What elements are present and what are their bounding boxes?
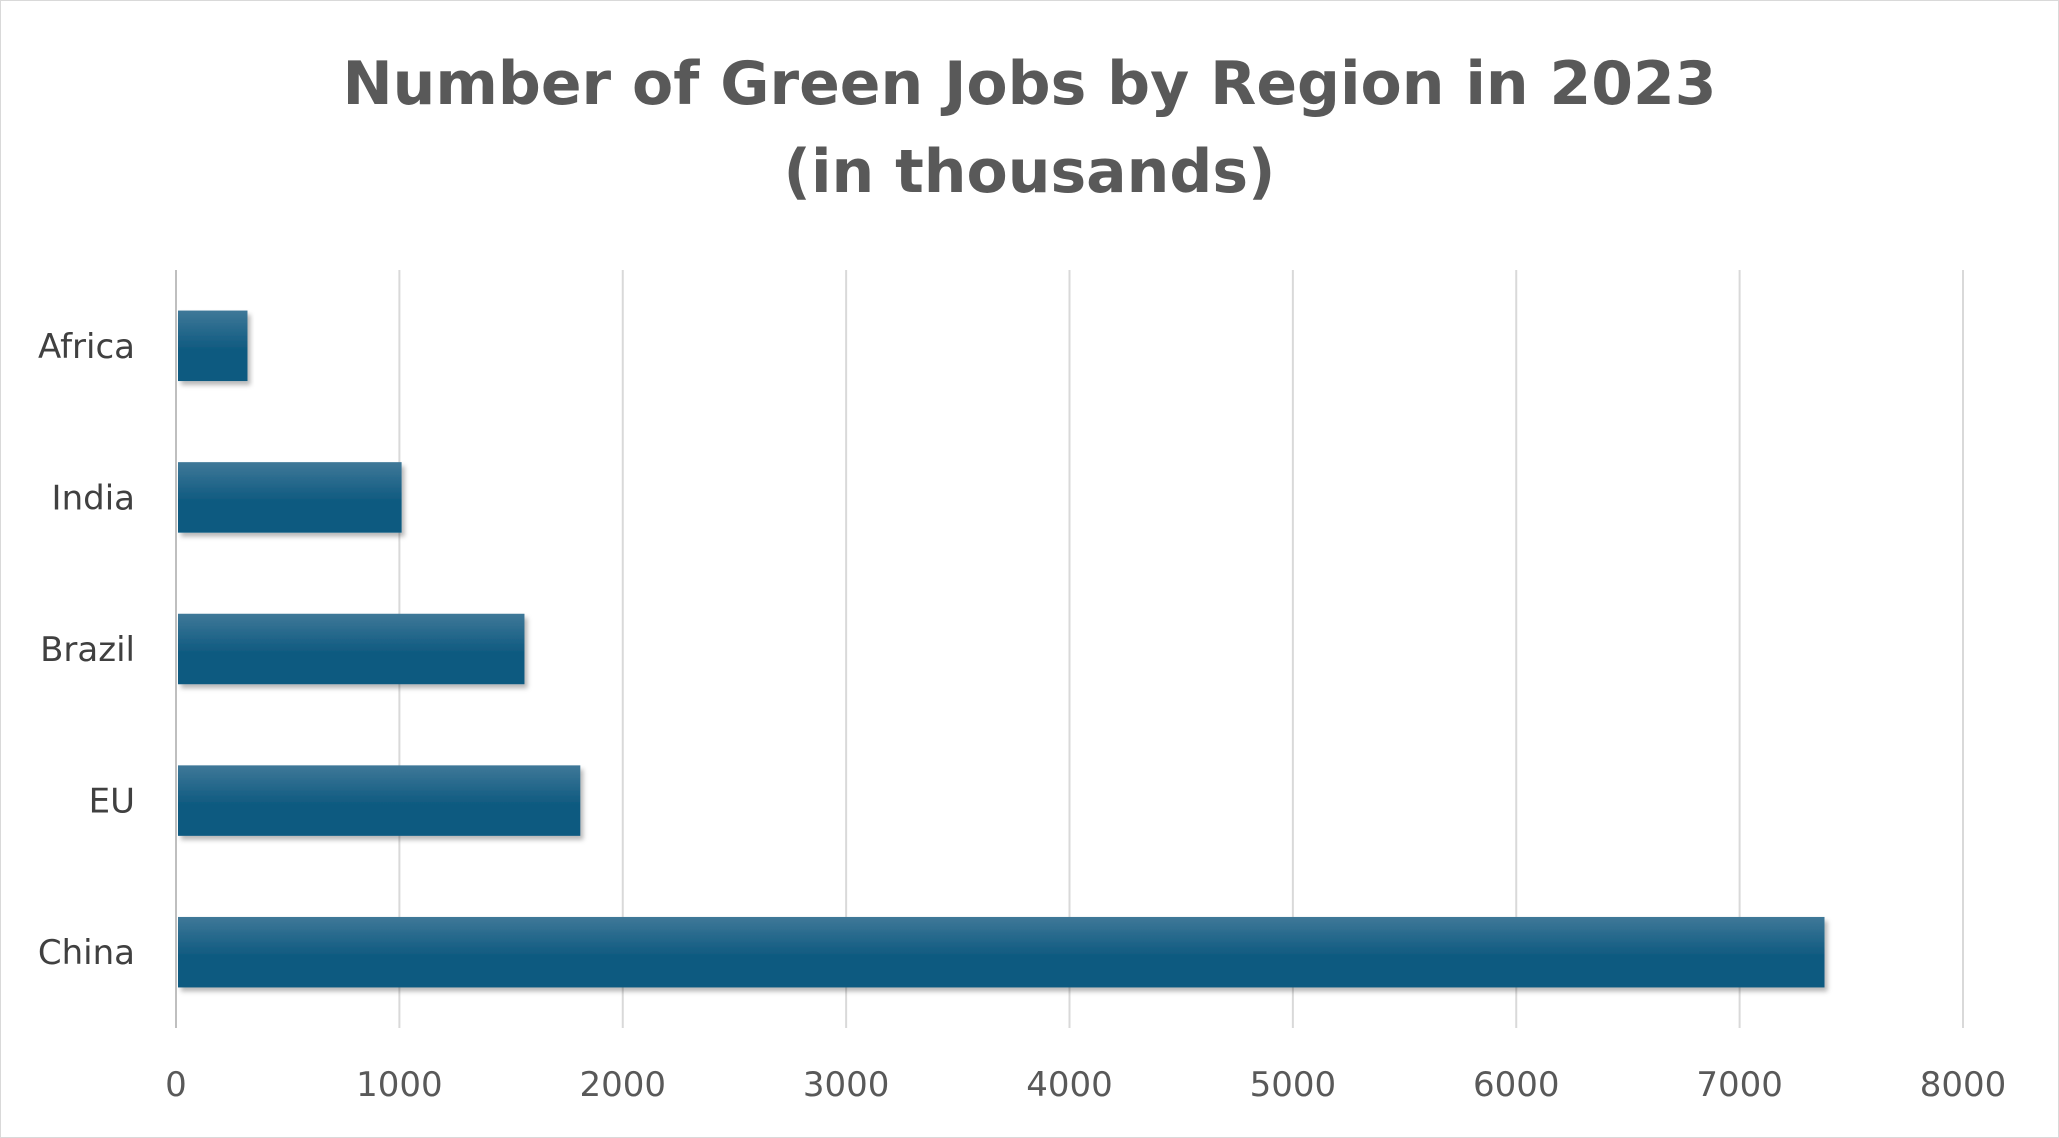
bars [178, 310, 1825, 988]
x-tick-label-7000: 7000 [1696, 1065, 1783, 1105]
chart-title-main: Number of Green Jobs by Region in 2023 [342, 49, 1717, 119]
bar-brazil [178, 613, 525, 685]
bar-africa [178, 310, 248, 382]
bar-china [178, 916, 1825, 988]
category-label-brazil: Brazil [40, 630, 135, 670]
x-tick-label-6000: 6000 [1473, 1065, 1560, 1105]
x-tick-labels: 0 1000 2000 3000 4000 5000 6000 7000 8000 [165, 1065, 2006, 1105]
x-tick-label-0: 0 [165, 1065, 187, 1105]
bar-india [178, 462, 402, 533]
category-label-africa: Africa [38, 327, 135, 367]
x-tick-label-5000: 5000 [1250, 1065, 1337, 1105]
category-labels: Africa India Brazil EU China [38, 327, 135, 973]
x-tick-label-1000: 1000 [356, 1065, 443, 1105]
chart-title: Number of Green Jobs by Region in 2023 (… [0, 40, 2059, 216]
bar-eu [178, 765, 581, 836]
category-label-china: China [38, 933, 135, 973]
x-tick-label-3000: 3000 [803, 1065, 890, 1105]
gridlines [175, 270, 1964, 1028]
x-tick-label-8000: 8000 [1920, 1065, 2007, 1105]
chart-subtitle: (in thousands) [783, 137, 1276, 207]
x-tick-label-4000: 4000 [1026, 1065, 1113, 1105]
category-label-eu: EU [89, 782, 135, 822]
category-label-india: India [52, 478, 135, 518]
x-tick-label-2000: 2000 [579, 1065, 666, 1105]
